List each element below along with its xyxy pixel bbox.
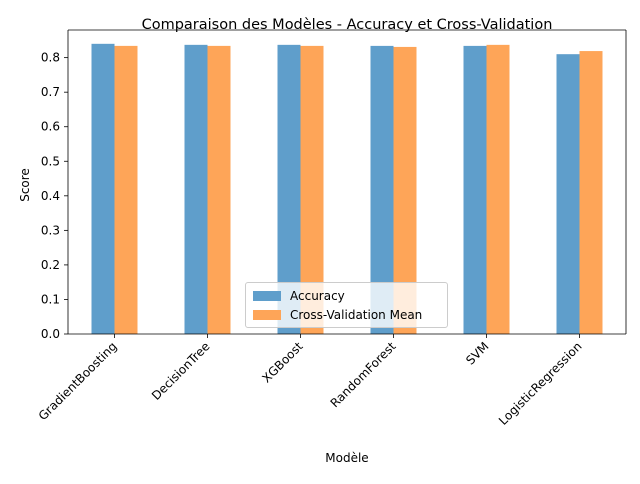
y-tick-label: 0.3 xyxy=(41,223,60,237)
legend-swatch-cross-validation-mean xyxy=(253,310,281,320)
legend: Accuracy Cross-Validation Mean xyxy=(245,282,448,328)
legend-entry-accuracy: Accuracy xyxy=(253,288,345,304)
y-tick-label: 0.6 xyxy=(41,120,60,134)
bar-accuracy-svm xyxy=(463,45,487,334)
bar-accuracy-gradientboosting xyxy=(91,43,115,334)
bar-cross-validation-mean-logisticregression xyxy=(579,51,603,334)
legend-label-accuracy: Accuracy xyxy=(290,289,345,303)
bar-accuracy-logisticregression xyxy=(556,54,580,335)
y-tick-label: 0.5 xyxy=(41,154,60,168)
x-axis-label: Modèle xyxy=(325,451,368,465)
x-tick-label-decisiontree: DecisionTree xyxy=(149,339,213,403)
y-tick-label: 0.4 xyxy=(41,189,60,203)
legend-entry-cross-validation-mean: Cross-Validation Mean xyxy=(253,307,422,323)
bar-accuracy-decisiontree xyxy=(184,44,208,334)
y-tick-label: 0.7 xyxy=(41,85,60,99)
x-tick-label-logisticregression: LogisticRegression xyxy=(496,339,585,428)
y-tick-label: 0.8 xyxy=(41,51,60,65)
x-tick-label-gradientboosting: GradientBoosting xyxy=(36,339,120,423)
x-tick-label-randomforest: RandomForest xyxy=(328,339,399,410)
chart-title: Comparaison des Modèles - Accuracy et Cr… xyxy=(142,17,553,33)
bar-cross-validation-mean-decisiontree xyxy=(207,45,231,334)
bar-cross-validation-mean-svm xyxy=(486,44,510,334)
bar-cross-validation-mean-gradientboosting xyxy=(114,45,138,334)
bar-cross-validation-mean-xgboost xyxy=(300,45,324,334)
legend-swatch-accuracy xyxy=(253,291,281,301)
y-tick-label: 0.1 xyxy=(41,292,60,306)
y-tick-label: 0.2 xyxy=(41,258,60,272)
legend-label-cross-validation-mean: Cross-Validation Mean xyxy=(290,308,423,322)
bar-accuracy-randomforest xyxy=(370,45,394,334)
x-tick-label-svm: SVM xyxy=(463,339,491,367)
bar-cross-validation-mean-randomforest xyxy=(393,46,417,335)
bars-group xyxy=(91,43,603,335)
x-tick-label-xgboost: XGBoost xyxy=(259,339,305,385)
bar-accuracy-xgboost xyxy=(277,44,301,334)
y-axis-label: Score xyxy=(18,168,32,202)
y-tick-label: 0.0 xyxy=(41,327,60,341)
